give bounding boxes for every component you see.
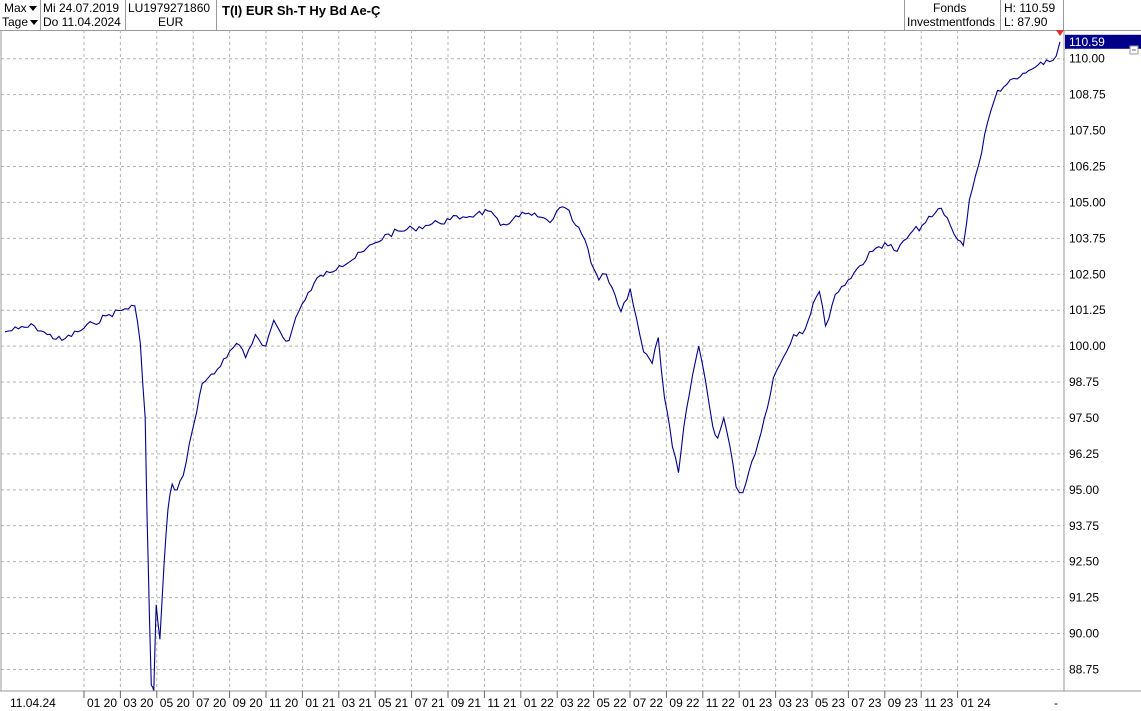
low-value: L: 87.90: [1004, 15, 1048, 29]
y-tick-label: 88.75: [1069, 662, 1099, 676]
x-tick-label: 01 24: [961, 696, 991, 710]
x-tick-label: 03 20: [123, 696, 153, 710]
y-tick-label: 101.25: [1069, 303, 1106, 317]
title-cell: T(I) EUR Sh-T Hy Bd Ae-Ç: [217, 0, 905, 30]
y-tick-label: 96.25: [1069, 447, 1099, 461]
period-dropdown[interactable]: Max: [4, 1, 37, 15]
y-tick-label: 91.25: [1069, 591, 1099, 605]
x-tick-label: -: [1054, 696, 1058, 710]
x-tick-label: 11 22: [706, 696, 735, 710]
y-tick-label: 105.00: [1069, 195, 1106, 209]
plot-frame: [0, 30, 1065, 692]
y-tick-label: 98.75: [1069, 375, 1099, 389]
x-tick-label: 01 23: [742, 696, 772, 710]
period-value: Max: [4, 1, 27, 15]
last-price-badge: [1065, 34, 1141, 49]
currency: EUR: [158, 15, 184, 29]
fund-type: Fonds: [933, 1, 967, 15]
x-tick-label: 09 20: [233, 696, 263, 710]
x-tick-label: 01 21: [305, 696, 335, 710]
instrument-cell: LU1979271860 EUR: [126, 0, 217, 30]
y-tick-label: 95.00: [1069, 483, 1099, 497]
y-tick-label: 102.50: [1069, 267, 1106, 281]
chart-grid: [1, 30, 1064, 691]
y-tick-label: 106.25: [1069, 160, 1106, 174]
fund-category: Investmentfonds: [907, 15, 996, 29]
chart-header: Max Tage Mi 24.07.2019 Do 11.04.2024 LU1…: [0, 0, 1141, 31]
y-tick-label: 92.50: [1069, 555, 1099, 569]
x-tick-label: 03 23: [779, 696, 809, 710]
chart-title: T(I) EUR Sh-T Hy Bd Ae-Ç: [222, 3, 381, 18]
chevron-down-icon: [28, 6, 37, 12]
x-tick-label: 11 21: [487, 696, 516, 710]
y-tick-label: 90.00: [1069, 627, 1099, 641]
x-tick-label: 01 20: [87, 696, 117, 710]
y-tick-label: 93.75: [1069, 519, 1099, 533]
y-tick-label: 108.75: [1069, 88, 1106, 102]
isin: LU1979271860: [128, 1, 211, 15]
x-tick-label: 05 21: [378, 696, 408, 710]
x-tick-label: 07 20: [196, 696, 226, 710]
x-tick-label: 09 21: [451, 696, 481, 710]
interval-value: Tage: [2, 15, 29, 29]
y-tick-label: 100.00: [1069, 339, 1106, 353]
x-tick-label: 05 23: [815, 696, 845, 710]
x-tick-label: 01 22: [524, 696, 554, 710]
chevron-down-icon: [30, 20, 39, 26]
price-chart[interactable]: 110.00 108.75 107.50 106.25 105.00 103.75 102.…: [0, 30, 1141, 711]
last-price-label: 110.59: [1069, 35, 1105, 49]
y-tick-label: 107.50: [1069, 124, 1106, 138]
x-tick-label: 11 23: [924, 696, 953, 710]
y-tick-label: 97.50: [1069, 411, 1099, 425]
x-tick-label: 05 22: [597, 696, 627, 710]
x-tick-label: 07 21: [415, 696, 445, 710]
x-tick-label: 03 21: [342, 696, 372, 710]
y-axis: 110.00 108.75 107.50 106.25 105.00 103.75 102.…: [1056, 30, 1141, 676]
y-tick-label: 103.75: [1069, 231, 1106, 245]
x-tick-label: 09 22: [669, 696, 699, 710]
x-tick-label: 05 20: [160, 696, 190, 710]
y-tick-label: 110.00: [1069, 52, 1105, 66]
x-tick-label: 03 22: [560, 696, 590, 710]
x-axis: 11.04.24 01 20 03 20 05 20 07 20 09 20 11 20 01…: [10, 691, 1058, 710]
x-tick-label: 09 23: [888, 696, 918, 710]
interval-dropdown[interactable]: Tage: [2, 15, 39, 29]
type-cell: Fonds Investmentfonds: [905, 0, 1001, 30]
x-tick-label: 07 22: [633, 696, 663, 710]
high-low-cell: H: 110.59 L: 87.90: [1001, 0, 1064, 30]
date-range-cell: Mi 24.07.2019 Do 11.04.2024: [41, 0, 126, 30]
price-line: [4, 41, 1061, 692]
x-tick-label: 11 20: [269, 696, 298, 710]
date-to[interactable]: Do 11.04.2024: [43, 15, 121, 29]
high-value: H: 110.59: [1004, 1, 1056, 15]
selector-cell: Max Tage: [0, 0, 41, 30]
x-tick-label: 11.04.24: [10, 696, 56, 710]
last-price-marker: [1056, 30, 1064, 36]
x-tick-label: 07 23: [851, 696, 881, 710]
date-from[interactable]: Mi 24.07.2019: [43, 1, 120, 15]
